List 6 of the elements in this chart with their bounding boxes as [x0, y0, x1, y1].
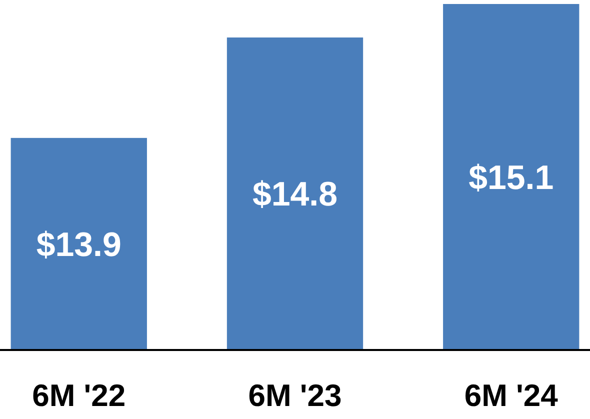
data-label: $15.1	[468, 158, 554, 197]
data-label: $14.8	[252, 176, 338, 214]
data-label: $13.9	[36, 226, 122, 264]
x-tick-label: 6M '22	[32, 378, 126, 413]
x-tick-label: 6M '23	[248, 378, 342, 413]
x-tick-label: 6M '24	[464, 378, 559, 413]
